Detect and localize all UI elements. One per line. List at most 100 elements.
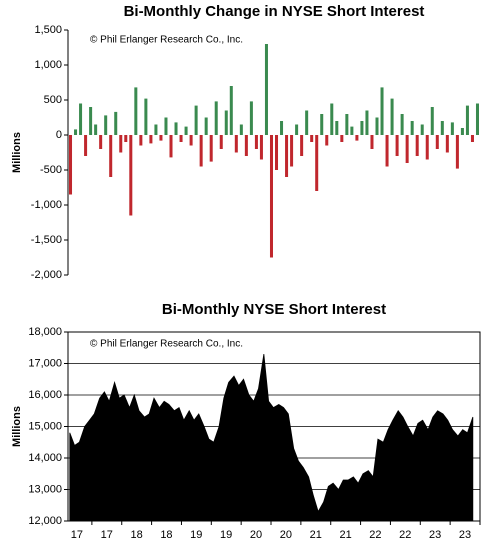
bar [345, 114, 349, 135]
annotation: © Phil Erlanger Research Co., Inc. [90, 339, 243, 350]
y-tick-label: 1,500 [34, 24, 62, 36]
bar [325, 135, 329, 146]
y-tick-label: -2,000 [31, 269, 62, 281]
y-axis-title: Millions [11, 406, 23, 447]
annotation: © Phil Erlanger Research Co., Inc. [90, 35, 243, 46]
x-tick-label: 21 [339, 529, 351, 541]
bar [410, 121, 414, 135]
plot-frame [67, 331, 481, 522]
bar [285, 135, 289, 177]
bar [89, 107, 93, 135]
y-tick-label: 500 [44, 94, 62, 106]
bar [234, 135, 238, 153]
bar [405, 135, 409, 163]
bar [159, 135, 163, 141]
x-tick-label: 21 [310, 529, 322, 541]
bar [94, 124, 98, 135]
bar [259, 135, 263, 160]
bar [365, 110, 369, 135]
bar [450, 122, 454, 135]
bar [385, 135, 389, 167]
x-tick-label: 20 [280, 529, 292, 541]
bar [74, 129, 78, 135]
bar [370, 135, 374, 149]
bar [435, 135, 439, 149]
bar [445, 135, 449, 153]
y-axis-title: Millions [11, 132, 23, 173]
bar [219, 135, 223, 149]
bar [360, 121, 364, 135]
bar [295, 124, 299, 135]
bar [119, 135, 123, 153]
x-tick-label: 19 [190, 529, 202, 541]
bar [189, 135, 193, 146]
bar [315, 135, 319, 191]
y-tick-label: 17,000 [28, 357, 62, 369]
bar [430, 107, 434, 135]
y-tick-label: -1,500 [31, 234, 62, 246]
bar [139, 135, 143, 146]
bar [99, 135, 103, 149]
bar [69, 135, 73, 195]
bar [475, 103, 479, 135]
bar [465, 105, 469, 135]
bar [174, 122, 178, 135]
y-tick-label: 13,000 [28, 483, 62, 495]
bar [380, 87, 384, 135]
bar [460, 128, 464, 135]
y-tick-label: 14,000 [28, 452, 62, 464]
bar [300, 135, 304, 156]
bar [395, 135, 399, 156]
bar [194, 105, 198, 135]
y-tick-label: 1,000 [34, 59, 62, 71]
bar [134, 87, 138, 135]
bar [330, 103, 334, 135]
bar [335, 121, 339, 135]
bar [229, 86, 233, 135]
x-tick-label: 18 [160, 529, 172, 541]
bar [470, 135, 474, 142]
bar [420, 124, 424, 135]
bar [400, 114, 404, 135]
bar [355, 135, 359, 141]
x-tick-label: 17 [101, 529, 113, 541]
bar [214, 101, 218, 135]
y-tick-label: 18,000 [28, 326, 62, 338]
x-tick-label: 17 [71, 529, 83, 541]
y-tick-label: -500 [40, 164, 62, 176]
bar [164, 117, 168, 135]
y-tick-label: -1,000 [31, 199, 62, 211]
bar [129, 135, 133, 216]
area [69, 353, 474, 522]
bar [154, 124, 158, 135]
bar [199, 135, 203, 167]
bar [275, 135, 279, 170]
bar [415, 135, 419, 156]
x-tick-label: 23 [429, 529, 441, 541]
x-tick-label: 18 [130, 529, 142, 541]
bar [144, 98, 148, 135]
bar [425, 135, 429, 160]
bar [440, 121, 444, 135]
bar [84, 135, 88, 156]
bar [280, 121, 284, 135]
y-tick-label: 16,000 [28, 389, 62, 401]
bar [224, 110, 228, 135]
x-tick-label: 20 [250, 529, 262, 541]
x-tick-label: 22 [369, 529, 381, 541]
bar [249, 101, 253, 135]
chart-title: Bi-Monthly NYSE Short Interest [162, 301, 386, 318]
bar [149, 135, 153, 144]
bar [455, 135, 459, 169]
bar [290, 135, 294, 167]
x-tick-label: 23 [459, 529, 471, 541]
y-tick-label: 15,000 [28, 420, 62, 432]
bar [390, 98, 394, 135]
bar [79, 103, 83, 135]
bar [320, 114, 324, 135]
bar [375, 117, 379, 135]
bar [109, 135, 113, 177]
y-tick-label: 0 [56, 129, 62, 141]
bar [310, 135, 314, 142]
